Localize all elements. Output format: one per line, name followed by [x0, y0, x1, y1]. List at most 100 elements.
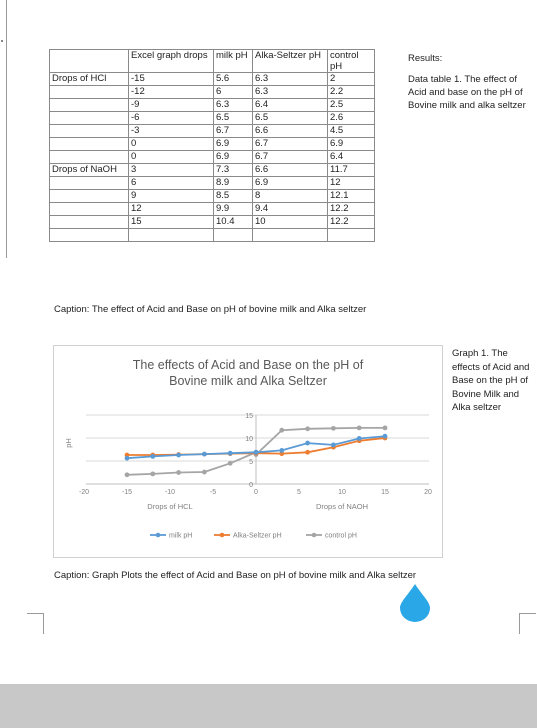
data-point — [382, 433, 388, 439]
table-cell — [327, 228, 375, 242]
table-cell — [49, 189, 129, 203]
table-cell: 6.7 — [252, 137, 328, 151]
table-cell: 9 — [128, 189, 214, 203]
legend-label: Alka-Seltzer pH — [233, 533, 282, 540]
table-row: -12 6 6.3 2.2 — [49, 85, 375, 99]
table-cell: 9.9 — [213, 202, 253, 216]
footer-bar — [0, 684, 537, 728]
table-row: 6 8.9 6.9 12 — [49, 176, 375, 190]
table-cell — [213, 228, 253, 242]
data-point — [253, 449, 259, 455]
table-cell: milk pH — [213, 49, 253, 73]
table-cell — [49, 98, 129, 112]
table-cell: 8.5 — [213, 189, 253, 203]
table-cell — [49, 202, 129, 216]
data-point — [382, 425, 388, 431]
table-cell: 7.3 — [213, 163, 253, 177]
table-cell: 2.5 — [327, 98, 375, 112]
table-cell: 12.1 — [327, 189, 375, 203]
table-row: 0 6.9 6.7 6.4 — [49, 150, 375, 164]
results-title: Results: — [408, 53, 443, 64]
table-cell: 8 — [252, 189, 328, 203]
data-point — [279, 427, 285, 433]
left-margin-marker — [1, 40, 3, 42]
x-axis-title-right: Drops of NAOH — [316, 502, 368, 511]
table-cell — [49, 137, 129, 151]
table-cell: 6.7 — [252, 150, 328, 164]
table-cell: 0 — [128, 150, 214, 164]
graph-caption: Caption: Graph Plots the effect of Acid … — [54, 570, 417, 581]
table-cell: 6.3 — [252, 72, 328, 86]
table-cell: 8.9 — [213, 176, 253, 190]
table-cell: 6.6 — [252, 163, 328, 177]
legend-marker — [311, 532, 317, 538]
table-cell: -15 — [128, 72, 214, 86]
table-cell: 2 — [327, 72, 375, 86]
data-point — [305, 440, 310, 446]
data-point — [124, 472, 130, 478]
table-caption: Caption: The effect of Acid and Base on … — [54, 304, 367, 315]
legend-marker — [219, 532, 225, 538]
chart-title-line-1: The effects of Acid and Base on the pH o… — [133, 358, 364, 372]
x-tick-label: 15 — [381, 489, 389, 496]
chart-title-line-2: Bovine milk and Alka Seltzer — [169, 374, 327, 388]
y-tick-label: 5 — [249, 459, 253, 466]
legend-label: control pH — [325, 533, 357, 540]
x-tick-label: -5 — [210, 489, 216, 496]
x-tick-label: -10 — [165, 489, 175, 496]
legend-label: milk pH — [169, 533, 192, 540]
table-cell — [49, 228, 129, 242]
table-row: 9 8.5 8 12.1 — [49, 189, 375, 203]
table-cell — [49, 215, 129, 229]
data-point — [356, 425, 362, 431]
x-tick-label: -15 — [122, 489, 132, 496]
water-drop-icon[interactable] — [398, 582, 432, 622]
y-axis-title: pH — [64, 438, 73, 448]
x-tick-label: 10 — [338, 489, 346, 496]
table-cell: 6 — [213, 85, 253, 99]
left-margin-rule — [0, 0, 7, 258]
table-cell: 5.6 — [213, 72, 253, 86]
y-tick-label: 10 — [245, 436, 253, 443]
table-cell: 10 — [252, 215, 328, 229]
graph-description: Graph 1. The effects of Acid and Base on… — [452, 348, 530, 413]
x-tick-label: 5 — [297, 489, 301, 496]
table-cell: -3 — [128, 124, 214, 138]
legend-marker — [155, 532, 161, 538]
table-cell — [49, 111, 129, 125]
data-point — [305, 426, 310, 432]
page-corner-right — [519, 613, 536, 634]
line-chart: The effects of Acid and Base on the pH o… — [53, 345, 443, 558]
table-cell: 12.2 — [327, 202, 375, 216]
data-point — [150, 471, 156, 477]
x-tick-label: 20 — [424, 489, 432, 496]
table-cell: Drops of HCl — [49, 72, 129, 86]
table-cell: 6.5 — [213, 111, 253, 125]
table-cell — [252, 228, 328, 242]
table-cell: 2.6 — [327, 111, 375, 125]
table-row: Drops of HCl -15 5.6 6.3 2 — [49, 72, 375, 86]
table-cell: 12.2 — [327, 215, 375, 229]
data-point — [279, 448, 285, 453]
table-cell: 6.3 — [213, 98, 253, 112]
table-cell: 12 — [327, 176, 375, 190]
table-row: 0 6.9 6.7 6.9 — [49, 137, 375, 151]
table-cell: 12 — [128, 202, 214, 216]
table-cell: Drops of NaOH — [49, 163, 129, 177]
table-cell: 10.4 — [213, 215, 253, 229]
table-cell: 6.4 — [327, 150, 375, 164]
data-point — [202, 469, 207, 475]
data-point — [150, 454, 156, 459]
table-row: 15 10.4 10 12.2 — [49, 215, 375, 229]
table-row — [49, 228, 375, 242]
table-cell: 3 — [128, 163, 214, 177]
table-cell — [49, 176, 129, 190]
data-table: Excel graph drops milk pH Alka-Seltzer pH c… — [49, 49, 375, 242]
table-cell — [49, 49, 129, 73]
table-cell: -9 — [128, 98, 214, 112]
table-cell: 6.6 — [252, 124, 328, 138]
table-cell: Excel graph drops — [128, 49, 214, 73]
x-tick-label: -20 — [79, 489, 89, 496]
table-cell: control pH — [327, 49, 375, 73]
page-corner-left — [27, 613, 44, 634]
